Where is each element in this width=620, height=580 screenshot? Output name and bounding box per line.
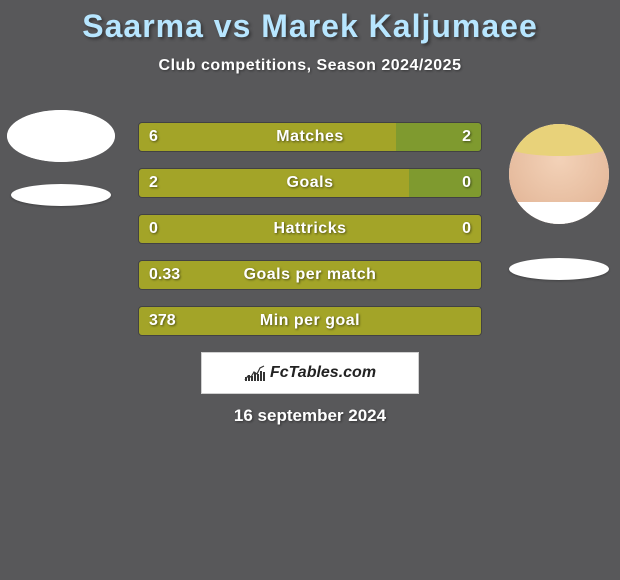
brand-text: FcTables.com <box>270 364 376 382</box>
stat-row: 2 Goals 0 <box>138 168 482 198</box>
avatar-placeholder-icon <box>7 110 115 162</box>
player-right-col <box>504 124 614 280</box>
player-right-name-chip <box>509 258 609 280</box>
page-subtitle: Club competitions, Season 2024/2025 <box>0 57 620 75</box>
player-left-col <box>6 110 116 206</box>
stat-left-value: 0 <box>149 220 158 238</box>
stat-right-value: 2 <box>462 128 471 146</box>
brand-box: FcTables.com <box>201 352 419 394</box>
player-right-avatar <box>509 124 609 224</box>
avatar-face-icon <box>509 124 609 224</box>
stat-label: Goals <box>287 174 334 192</box>
stat-row: 378 Min per goal <box>138 306 482 336</box>
stat-left-value: 2 <box>149 174 158 192</box>
stat-row: 0.33 Goals per match <box>138 260 482 290</box>
comparison-bars: 6 Matches 2 2 Goals 0 0 Hattricks 0 0.33 Goals per… <box>138 122 482 352</box>
stat-label: Matches <box>276 128 344 146</box>
stat-left-value: 0.33 <box>149 266 180 284</box>
stat-bar-fill <box>139 123 396 151</box>
stat-label: Min per goal <box>260 312 360 330</box>
stat-right-value: 0 <box>462 174 471 192</box>
infographic-canvas: Saarma vs Marek Kaljumaee Club competiti… <box>0 0 620 580</box>
stat-bar-fill <box>139 169 409 197</box>
page-title: Saarma vs Marek Kaljumaee <box>0 0 620 45</box>
stat-label: Goals per match <box>244 266 377 284</box>
brand-logo-icon <box>244 364 266 382</box>
player-left-name-chip <box>11 184 111 206</box>
stat-left-value: 6 <box>149 128 158 146</box>
player-left-avatar <box>7 110 115 162</box>
stat-label: Hattricks <box>274 220 347 238</box>
stat-left-value: 378 <box>149 312 176 330</box>
stat-row: 0 Hattricks 0 <box>138 214 482 244</box>
date-text: 16 september 2024 <box>0 406 620 426</box>
stat-row: 6 Matches 2 <box>138 122 482 152</box>
stat-right-value: 0 <box>462 220 471 238</box>
